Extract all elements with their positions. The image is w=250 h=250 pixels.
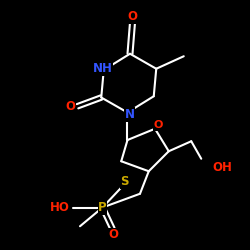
Text: P: P xyxy=(98,201,107,214)
Text: O: O xyxy=(109,228,119,241)
Text: NH: NH xyxy=(92,62,112,75)
Text: OH: OH xyxy=(212,161,233,174)
Text: O: O xyxy=(128,10,138,24)
Text: N: N xyxy=(124,108,134,121)
Text: HO: HO xyxy=(50,201,70,214)
Text: O: O xyxy=(153,120,163,130)
Text: S: S xyxy=(120,175,129,188)
Text: O: O xyxy=(66,100,76,113)
